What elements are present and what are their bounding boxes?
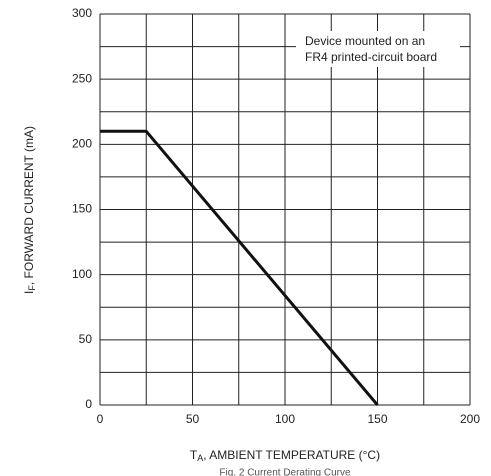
y-axis-label-main: I <box>22 291 36 294</box>
x-tick-label: 0 <box>97 412 104 426</box>
annotation-line: Device mounted on an <box>305 34 425 48</box>
y-axis-label: IF, FORWARD CURRENT (mA) <box>22 126 37 294</box>
annotation-box: Device mounted on an FR4 printed-circuit… <box>296 31 460 67</box>
y-tick-label: 150 <box>72 202 92 216</box>
x-axis-label: TA, AMBIENT TEMPERATURE (°C) <box>190 448 380 463</box>
y-tick-label: 300 <box>72 6 92 20</box>
x-tick-label: 100 <box>275 412 295 426</box>
annotation-line: FR4 printed-circuit board <box>305 50 437 64</box>
y-axis-label-rest: , FORWARD CURRENT (mA) <box>22 126 36 285</box>
x-tick-label: 50 <box>186 412 200 426</box>
x-tick-label: 200 <box>460 412 480 426</box>
x-axis-label-rest: , AMBIENT TEMPERATURE (°C) <box>203 448 380 462</box>
x-tick-label: 150 <box>367 412 387 426</box>
y-tick-label: 0 <box>85 397 92 411</box>
y-axis-label-sub: F <box>27 285 37 291</box>
annotation-background <box>296 31 460 67</box>
caption: Fig. 2 Current Derating Curve <box>219 468 351 476</box>
x-axis-label-main: T <box>190 448 198 462</box>
x-axis-label-sub: A <box>197 453 203 463</box>
y-tick-label: 200 <box>72 137 92 151</box>
y-tick-label: 100 <box>72 267 92 281</box>
y-tick-label: 250 <box>72 71 92 85</box>
y-tick-label: 50 <box>79 332 93 346</box>
data-line <box>100 129 379 406</box>
